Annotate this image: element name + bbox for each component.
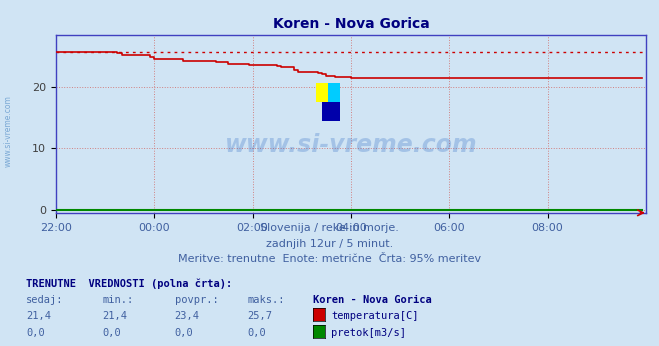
Text: povpr.:: povpr.:: [175, 295, 218, 305]
Text: TRENUTNE  VREDNOSTI (polna črta):: TRENUTNE VREDNOSTI (polna črta):: [26, 279, 233, 289]
Text: 21,4: 21,4: [26, 311, 51, 321]
Title: Koren - Nova Gorica: Koren - Nova Gorica: [273, 17, 429, 31]
Text: 0,0: 0,0: [247, 328, 266, 338]
Text: www.si-vreme.com: www.si-vreme.com: [225, 133, 477, 157]
Text: zadnjih 12ur / 5 minut.: zadnjih 12ur / 5 minut.: [266, 239, 393, 249]
Text: 0,0: 0,0: [26, 328, 45, 338]
Text: Meritve: trenutne  Enote: metrične  Črta: 95% meritev: Meritve: trenutne Enote: metrične Črta: …: [178, 254, 481, 264]
Text: Koren - Nova Gorica: Koren - Nova Gorica: [313, 295, 432, 305]
Text: 23,4: 23,4: [175, 311, 200, 321]
Text: temperatura[C]: temperatura[C]: [331, 311, 419, 321]
Text: 0,0: 0,0: [102, 328, 121, 338]
Text: Slovenija / reke in morje.: Slovenija / reke in morje.: [260, 223, 399, 233]
Text: 0,0: 0,0: [175, 328, 193, 338]
Text: 21,4: 21,4: [102, 311, 127, 321]
Text: min.:: min.:: [102, 295, 133, 305]
Text: maks.:: maks.:: [247, 295, 285, 305]
Text: sedaj:: sedaj:: [26, 295, 64, 305]
Text: www.si-vreme.com: www.si-vreme.com: [3, 95, 13, 167]
Text: pretok[m3/s]: pretok[m3/s]: [331, 328, 407, 338]
Text: 25,7: 25,7: [247, 311, 272, 321]
